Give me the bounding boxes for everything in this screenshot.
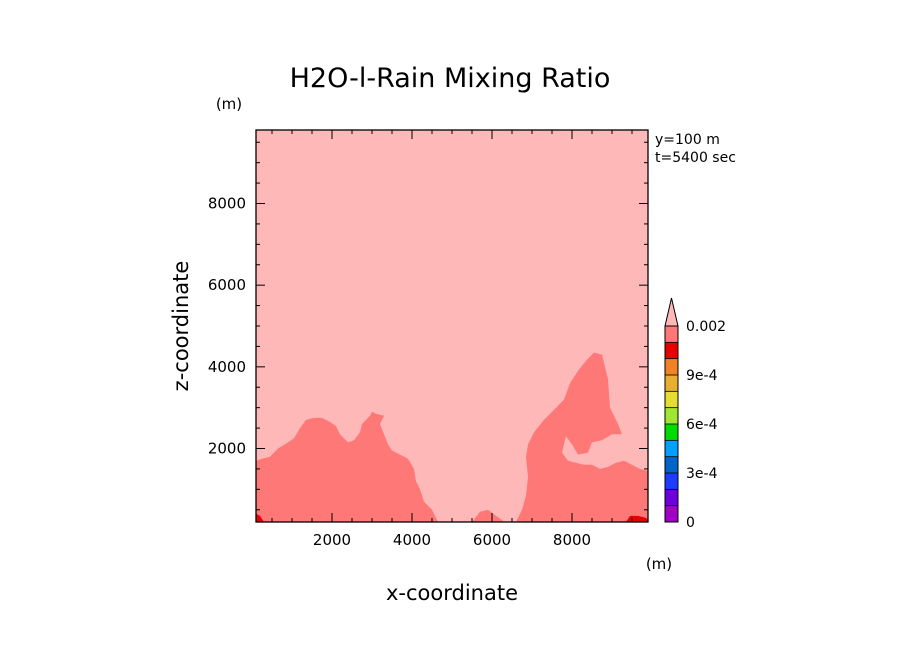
y-tick-label: 4000 bbox=[208, 358, 246, 376]
colorbar-tick-label: 9e-4 bbox=[686, 368, 718, 384]
x-axis-unit: (m) bbox=[646, 555, 672, 573]
colorbar-segment bbox=[665, 375, 678, 392]
y-tick-label: 6000 bbox=[208, 276, 246, 294]
colorbar: 0 3e-4 6e-4 9e-4 0.002 bbox=[664, 297, 726, 531]
y-axis-label: z-coordinate bbox=[169, 261, 193, 392]
left-rain-region bbox=[256, 411, 438, 522]
x-tick-label: 6000 bbox=[473, 531, 511, 549]
colorbar-tick-label: 6e-4 bbox=[686, 417, 718, 433]
right-rain-region bbox=[516, 352, 648, 522]
colorbar-segment bbox=[665, 358, 678, 375]
colorbar-segment bbox=[665, 391, 678, 408]
x-axis-label: x-coordinate bbox=[386, 581, 518, 605]
y-axis-unit: (m) bbox=[216, 95, 242, 113]
chart-title: H2O-l-Rain Mixing Ratio bbox=[290, 63, 611, 94]
colorbar-segment bbox=[665, 505, 678, 522]
y-tick-label: 2000 bbox=[208, 440, 246, 458]
colorbar-segment bbox=[665, 456, 678, 473]
colorbar-tick-label: 0.002 bbox=[686, 319, 726, 335]
colorbar-segment bbox=[665, 407, 678, 424]
y-tick-label: 8000 bbox=[208, 195, 246, 213]
colorbar-tick-label: 3e-4 bbox=[686, 466, 718, 482]
x-tick-label: 2000 bbox=[313, 531, 351, 549]
x-tick-label: 4000 bbox=[393, 531, 431, 549]
colorbar-segment bbox=[665, 342, 678, 359]
annotation-t: t=5400 sec bbox=[655, 150, 736, 166]
colorbar-extend-arrow bbox=[664, 297, 679, 327]
left-corner-max bbox=[256, 513, 264, 522]
annotation-y: y=100 m bbox=[655, 132, 720, 148]
colorbar-tick-label: 0 bbox=[686, 515, 695, 531]
plot-area bbox=[256, 130, 648, 522]
axes: 2000 4000 6000 8000 2000 4000 6000 8000 bbox=[208, 129, 649, 549]
colorbar-segment bbox=[665, 326, 678, 343]
colorbar-segment bbox=[665, 424, 678, 441]
center-rain-patch bbox=[472, 509, 504, 522]
x-tick-label: 8000 bbox=[553, 531, 591, 549]
colorbar-segment bbox=[665, 440, 678, 457]
colorbar-segment bbox=[665, 473, 678, 490]
colorbar-segment bbox=[665, 489, 678, 506]
